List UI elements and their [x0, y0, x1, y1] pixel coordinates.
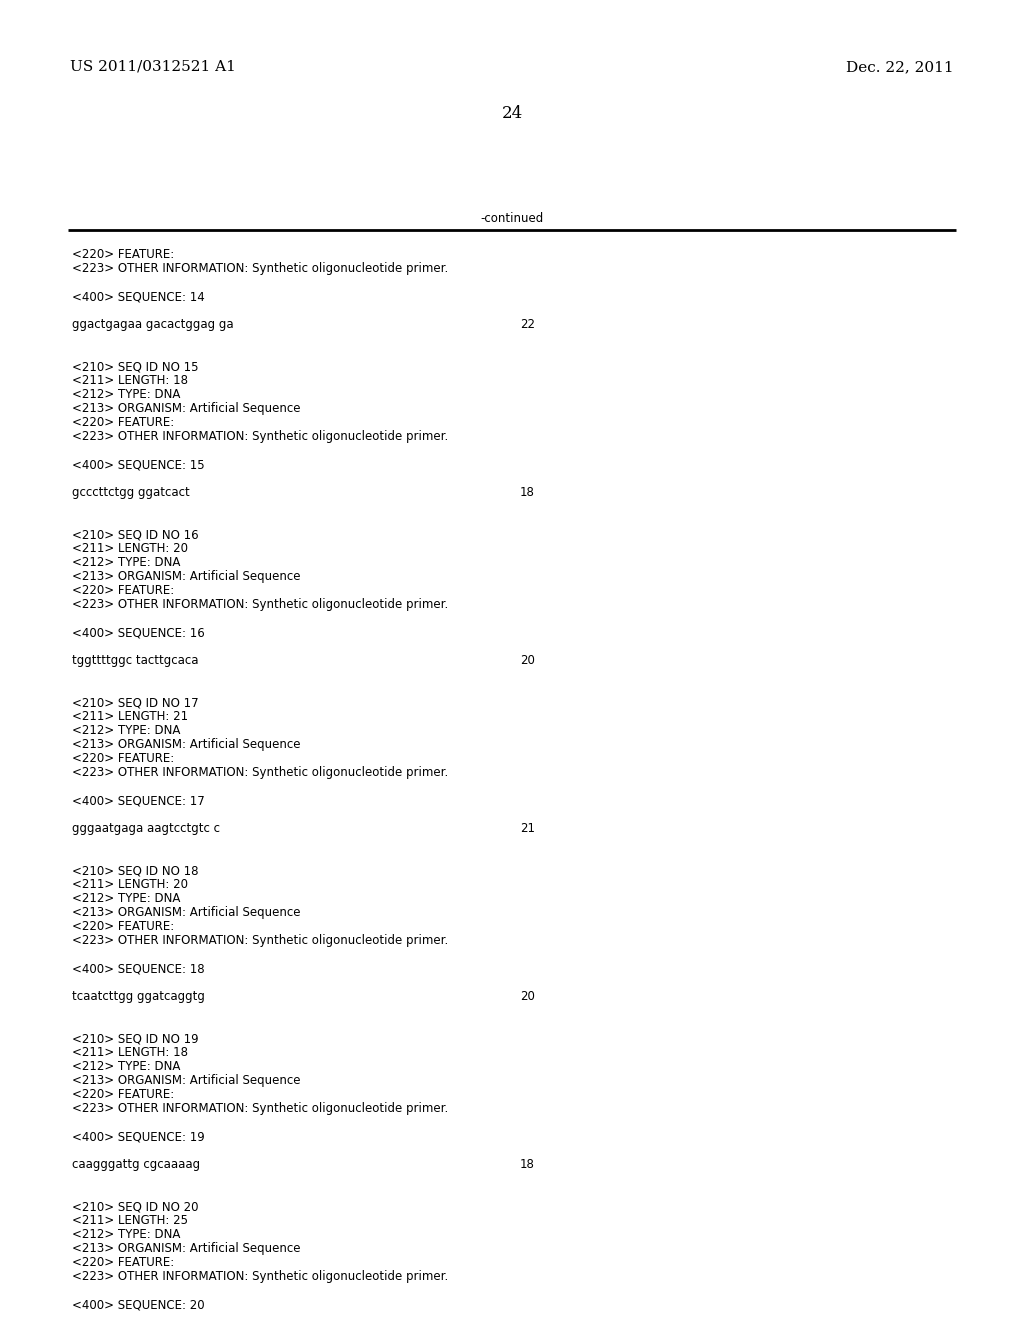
Text: 24: 24: [502, 106, 522, 121]
Text: US 2011/0312521 A1: US 2011/0312521 A1: [70, 59, 236, 74]
Text: <211> LENGTH: 21: <211> LENGTH: 21: [72, 710, 188, 723]
Text: <212> TYPE: DNA: <212> TYPE: DNA: [72, 892, 180, 906]
Text: <211> LENGTH: 18: <211> LENGTH: 18: [72, 374, 188, 387]
Text: <400> SEQUENCE: 19: <400> SEQUENCE: 19: [72, 1130, 205, 1143]
Text: <220> FEATURE:: <220> FEATURE:: [72, 416, 174, 429]
Text: gggaatgaga aagtcctgtc c: gggaatgaga aagtcctgtc c: [72, 822, 220, 836]
Text: <400> SEQUENCE: 17: <400> SEQUENCE: 17: [72, 795, 205, 807]
Text: 21: 21: [520, 822, 535, 836]
Text: <211> LENGTH: 25: <211> LENGTH: 25: [72, 1214, 188, 1228]
Text: <210> SEQ ID NO 15: <210> SEQ ID NO 15: [72, 360, 199, 374]
Text: <220> FEATURE:: <220> FEATURE:: [72, 920, 174, 933]
Text: <220> FEATURE:: <220> FEATURE:: [72, 1257, 174, 1269]
Text: <220> FEATURE:: <220> FEATURE:: [72, 752, 174, 766]
Text: 20: 20: [520, 653, 535, 667]
Text: tcaatcttgg ggatcaggtg: tcaatcttgg ggatcaggtg: [72, 990, 205, 1003]
Text: ggactgagaa gacactggag ga: ggactgagaa gacactggag ga: [72, 318, 233, 331]
Text: <213> ORGANISM: Artificial Sequence: <213> ORGANISM: Artificial Sequence: [72, 1242, 300, 1255]
Text: <211> LENGTH: 18: <211> LENGTH: 18: [72, 1045, 188, 1059]
Text: <400> SEQUENCE: 20: <400> SEQUENCE: 20: [72, 1298, 205, 1311]
Text: <223> OTHER INFORMATION: Synthetic oligonucleotide primer.: <223> OTHER INFORMATION: Synthetic oligo…: [72, 935, 449, 946]
Text: <400> SEQUENCE: 14: <400> SEQUENCE: 14: [72, 290, 205, 304]
Text: <223> OTHER INFORMATION: Synthetic oligonucleotide primer.: <223> OTHER INFORMATION: Synthetic oligo…: [72, 430, 449, 444]
Text: <213> ORGANISM: Artificial Sequence: <213> ORGANISM: Artificial Sequence: [72, 403, 300, 414]
Text: caagggattg cgcaaaag: caagggattg cgcaaaag: [72, 1158, 200, 1171]
Text: 18: 18: [520, 1158, 535, 1171]
Text: <220> FEATURE:: <220> FEATURE:: [72, 583, 174, 597]
Text: <213> ORGANISM: Artificial Sequence: <213> ORGANISM: Artificial Sequence: [72, 570, 300, 583]
Text: gcccttctgg ggatcact: gcccttctgg ggatcact: [72, 486, 189, 499]
Text: <223> OTHER INFORMATION: Synthetic oligonucleotide primer.: <223> OTHER INFORMATION: Synthetic oligo…: [72, 1102, 449, 1115]
Text: <223> OTHER INFORMATION: Synthetic oligonucleotide primer.: <223> OTHER INFORMATION: Synthetic oligo…: [72, 1270, 449, 1283]
Text: <212> TYPE: DNA: <212> TYPE: DNA: [72, 388, 180, 401]
Text: tggttttggc tacttgcaca: tggttttggc tacttgcaca: [72, 653, 199, 667]
Text: <210> SEQ ID NO 16: <210> SEQ ID NO 16: [72, 528, 199, 541]
Text: <220> FEATURE:: <220> FEATURE:: [72, 1088, 174, 1101]
Text: <210> SEQ ID NO 19: <210> SEQ ID NO 19: [72, 1032, 199, 1045]
Text: <223> OTHER INFORMATION: Synthetic oligonucleotide primer.: <223> OTHER INFORMATION: Synthetic oligo…: [72, 261, 449, 275]
Text: <400> SEQUENCE: 16: <400> SEQUENCE: 16: [72, 626, 205, 639]
Text: <400> SEQUENCE: 18: <400> SEQUENCE: 18: [72, 962, 205, 975]
Text: 18: 18: [520, 486, 535, 499]
Text: 20: 20: [520, 990, 535, 1003]
Text: <211> LENGTH: 20: <211> LENGTH: 20: [72, 543, 188, 554]
Text: Dec. 22, 2011: Dec. 22, 2011: [847, 59, 954, 74]
Text: <220> FEATURE:: <220> FEATURE:: [72, 248, 174, 261]
Text: <223> OTHER INFORMATION: Synthetic oligonucleotide primer.: <223> OTHER INFORMATION: Synthetic oligo…: [72, 598, 449, 611]
Text: <210> SEQ ID NO 20: <210> SEQ ID NO 20: [72, 1200, 199, 1213]
Text: <212> TYPE: DNA: <212> TYPE: DNA: [72, 723, 180, 737]
Text: <211> LENGTH: 20: <211> LENGTH: 20: [72, 878, 188, 891]
Text: <210> SEQ ID NO 17: <210> SEQ ID NO 17: [72, 696, 199, 709]
Text: <212> TYPE: DNA: <212> TYPE: DNA: [72, 1060, 180, 1073]
Text: <400> SEQUENCE: 15: <400> SEQUENCE: 15: [72, 458, 205, 471]
Text: -continued: -continued: [480, 213, 544, 224]
Text: <213> ORGANISM: Artificial Sequence: <213> ORGANISM: Artificial Sequence: [72, 738, 300, 751]
Text: <213> ORGANISM: Artificial Sequence: <213> ORGANISM: Artificial Sequence: [72, 906, 300, 919]
Text: 22: 22: [520, 318, 535, 331]
Text: <212> TYPE: DNA: <212> TYPE: DNA: [72, 1228, 180, 1241]
Text: <223> OTHER INFORMATION: Synthetic oligonucleotide primer.: <223> OTHER INFORMATION: Synthetic oligo…: [72, 766, 449, 779]
Text: <212> TYPE: DNA: <212> TYPE: DNA: [72, 556, 180, 569]
Text: <213> ORGANISM: Artificial Sequence: <213> ORGANISM: Artificial Sequence: [72, 1074, 300, 1086]
Text: <210> SEQ ID NO 18: <210> SEQ ID NO 18: [72, 865, 199, 876]
